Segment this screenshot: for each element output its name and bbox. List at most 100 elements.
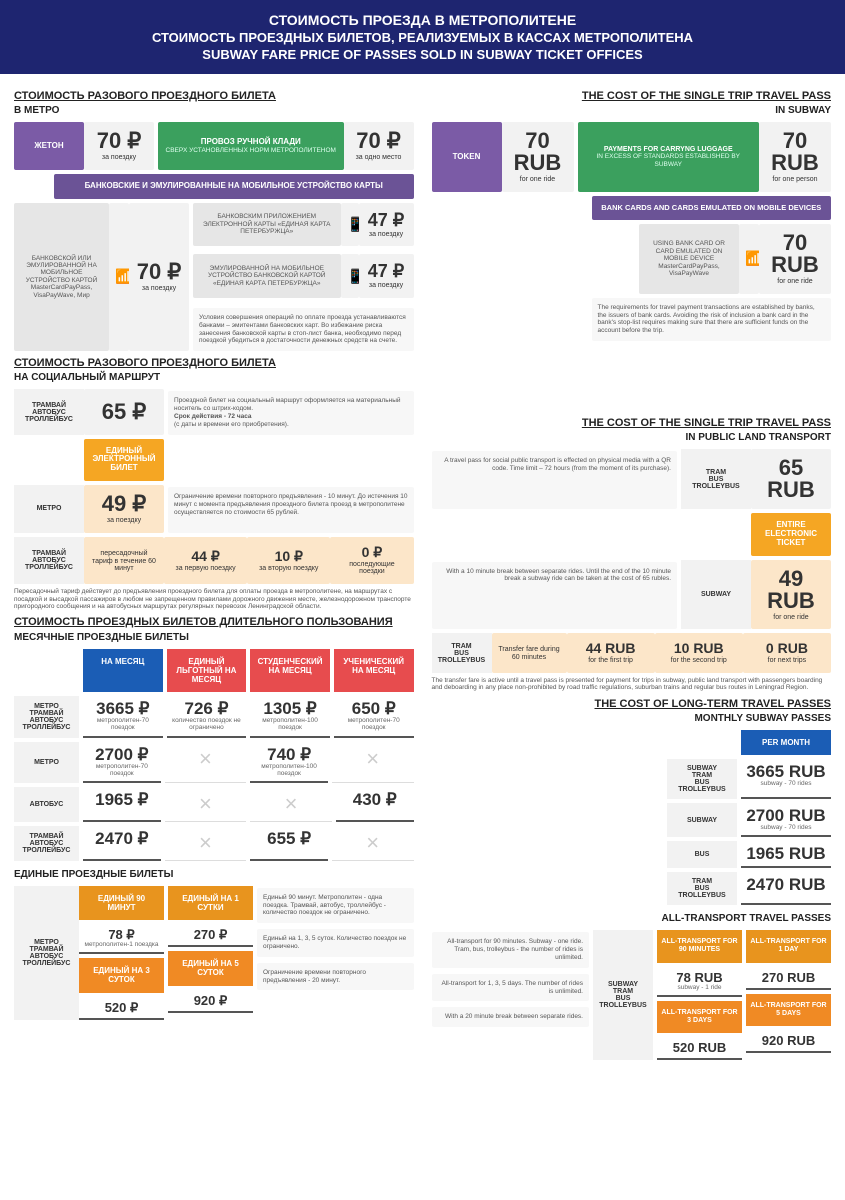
price-70-2: 70 ₽	[350, 130, 408, 152]
bank-header: БАНКОВСКИЕ И ЭМУЛИРОВАННЫЕ НА МОБИЛЬНОЕ …	[54, 174, 414, 199]
en-bank-hdr-t: BANK CARDS AND CARDS EMULATED ON MOBILE …	[598, 204, 826, 212]
en-token-label: TOKEN	[432, 122, 502, 192]
u-p920: 920 ₽	[168, 990, 253, 1013]
en-bank-row: USING BANK CARD OR CARD EMULATED ON MOBI…	[432, 224, 832, 294]
ru-s2-sub: НА СОЦИАЛЬНЫЙ МАРШРУТ	[14, 372, 414, 383]
en-h1d: ALL-TRANSPORT FOR 1 DAY	[746, 930, 831, 962]
bank3-t: ЭМУЛИРОВАННОЙ НА МОБИЛЬНОЕ УСТРОЙСТВО БА…	[199, 265, 335, 287]
u-col1: ЕДИНЫЙ 90 МИНУТ 78 ₽метрополитен-1 поезд…	[79, 886, 164, 1020]
ru-token-row: ЖЕТОН 70 ₽ за поездку ПРОВОЗ РУЧНОЙ КЛАД…	[14, 122, 414, 170]
token-price: 70 ₽ за поездку	[84, 122, 154, 170]
ru-m-row1: МЕТРО ТРАМВАЙ АВТОБУС ТРОЛЛЕЙБУС 3665 ₽м…	[14, 696, 414, 737]
h1d: ЕДИНЫЙ НА 1 СУТКИ	[168, 886, 253, 920]
tbt-2: ТРАМВАЙ АВТОБУС ТРОЛЛЕЙБУС	[14, 537, 84, 584]
luggage-price: 70 ₽ за одно место	[344, 122, 414, 170]
en-p44: 44 RUB for the first trip	[567, 633, 655, 673]
en-subway-lab: SUBWAY	[681, 560, 751, 630]
r1c1: 3665 ₽метрополитен-70 поездок	[83, 696, 163, 737]
en-p10-v: 10 RUB	[661, 641, 737, 655]
en-first: for the first trip	[573, 657, 649, 665]
metro-lab: МЕТРО	[14, 485, 84, 533]
header-line2: СТОИМОСТЬ ПРОЕЗДНЫХ БИЛЕТОВ, РЕАЛИЗУЕМЫХ…	[8, 30, 837, 45]
en-metro-note: With a 10 minute break between separate …	[432, 562, 678, 630]
en-metro-row: With a 10 minute break between separate …	[432, 560, 832, 630]
en-luggage: PAYMENTS FOR CARRYNG LUGGAGE IN EXCESS O…	[578, 122, 760, 192]
per-ride-5: за поездку	[90, 517, 158, 525]
next-r: последующие поездки	[336, 561, 407, 576]
unified-e-t: ЕДИНЫЙ ЭЛЕКТРОННЫЙ БИЛЕТ	[90, 447, 158, 473]
en-bank1-label: USING BANK CARD OR CARD EMULATED ON MOBI…	[639, 224, 739, 294]
p49: 49 ₽	[90, 493, 158, 515]
en-h5d: ALL-TRANSPORT FOR 5 DAYS	[746, 994, 831, 1026]
bank2-label: БАНКОВСКИМ ПРИЛОЖЕНИЕМ ЭЛЕКТРОННОЙ КАРТЫ…	[193, 203, 341, 247]
u-lab: МЕТРО ТРАМВАЙ АВТОБУС ТРОЛЛЕЙБУС	[14, 886, 79, 1020]
h-lgot: ЕДИНЫЙ ЛЬГОТНЫЙ НА МЕСЯЦ	[167, 649, 247, 693]
en-u-col2: ALL-TRANSPORT FOR 1 DAY 270 RUB ALL-TRAN…	[746, 930, 831, 1059]
en-p0: 0 RUB for next trips	[743, 633, 831, 673]
r3c3: ×	[250, 787, 332, 822]
bank-right-stack: БАНКОВСКИМ ПРИЛОЖЕНИЕМ ЭЛЕКТРОННОЙ КАРТЫ…	[193, 203, 414, 352]
en-nfc-icon: 📶	[739, 224, 759, 294]
ru-bank-row: БАНКОВСКОЙ ИЛИ ЭМУЛИРОВАННОЙ НА МОБИЛЬНО…	[14, 203, 414, 352]
en-per-ride-2: for one ride	[765, 278, 825, 286]
unified-e-label: ЕДИНЫЙ ЭЛЕКТРОННЫЙ БИЛЕТ	[84, 439, 164, 481]
en-p78: 78 RUBsubway - 1 ride	[657, 967, 742, 997]
phone-icon: 📱	[341, 203, 359, 247]
en-u-notes: All-transport for 90 minutes. Subway - o…	[432, 930, 590, 1059]
en-m-r3: BUS 1965 RUB	[432, 841, 832, 868]
en-tbt: TRAM BUS TROLLEYBUS	[681, 449, 751, 509]
en-s2-sub: IN PUBLIC LAND TRANSPORT	[432, 432, 832, 443]
en-p70: 70 RUB	[508, 130, 568, 174]
en-per-person: for one person	[765, 176, 825, 184]
en-p920: 920 RUB	[746, 1030, 831, 1053]
en-r2-lab: SUBWAY	[667, 803, 737, 837]
bank-hdr-text: БАНКОВСКИЕ И ЭМУЛИРОВАННЫЕ НА МОБИЛЬНОЕ …	[60, 182, 408, 191]
en-transfer-disc: The transfer fare is active until a trav…	[432, 677, 832, 692]
en-transfer-lab: Transfer fare during 60 minutes	[492, 633, 567, 673]
ru-s1-sub: В МЕТРО	[14, 105, 414, 116]
en-s3-sub: MONTHLY SUBWAY PASSES	[432, 713, 832, 724]
per-ride-3: за поездку	[365, 231, 408, 239]
en-lugg-s: IN EXCESS OF STANDARDS ESTABLISHED BY SU…	[584, 153, 754, 168]
en-r1-lab: SUBWAY TRAM BUS TROLLEYBUS	[667, 759, 737, 799]
en-h3d: ALL-TRANSPORT FOR 3 DAYS	[657, 1001, 742, 1033]
en-h90: ALL-TRANSPORT FOR 90 MINUTES	[657, 930, 742, 962]
tram-bus-trol: ТРАМВАЙ АВТОБУС ТРОЛЛЕЙБУС	[14, 389, 84, 434]
ru-unified-hdr-row: ЕДИНЫЙ ЭЛЕКТРОННЫЙ БИЛЕТ	[14, 439, 414, 481]
h3d: ЕДИНЫЙ НА 3 СУТОК	[79, 958, 164, 992]
header-line3: SUBWAY FARE PRICE OF PASSES SOLD IN SUBW…	[8, 47, 837, 62]
en-m-r2: SUBWAY 2700 RUBsubway - 70 rides	[432, 803, 832, 837]
s2-note-1: Проездной билет на социальный маршрут оф…	[174, 397, 401, 412]
en-m-hdr: PER MONTH	[432, 730, 832, 755]
ru-transfer-row: ТРАМВАЙ АВТОБУС ТРОЛЛЕЙБУС пересадочный …	[14, 537, 414, 584]
per-ride-4: за поездку	[365, 282, 408, 290]
token-label: ЖЕТОН	[14, 122, 84, 170]
p65: 65 ₽	[90, 401, 158, 423]
en-second: for the second trip	[661, 657, 737, 665]
en-r4-lab: TRAM BUS TROLLEYBUS	[667, 872, 737, 905]
r1c3: 1305 ₽метрополитен-100 поездок	[250, 696, 330, 737]
r4-lab: ТРАМВАЙ АВТОБУС ТРОЛЛЕЙБУС	[14, 826, 79, 861]
u-notes: Единый 90 минут. Метрополитен - одна пое…	[257, 886, 414, 1020]
r4c3: 655 ₽	[250, 826, 328, 861]
r3c1: 1965 ₽	[83, 787, 161, 822]
en-p270: 270 RUB	[746, 967, 831, 990]
column-en: THE COST OF THE SINGLE TRIP TRAVEL PASS …	[432, 84, 832, 1064]
ru-s4-sub: ЕДИНЫЕ ПРОЕЗДНЫЕ БИЛЕТЫ	[14, 869, 414, 880]
per-ride-2: за поездку	[135, 285, 183, 293]
s2-note-b: Срок действия - 72 часа	[174, 413, 252, 420]
page-header: СТОИМОСТЬ ПРОЕЗДА В МЕТРОПОЛИТЕНЕ СТОИМО…	[0, 0, 845, 74]
en-p10: 10 RUB for the second trip	[655, 633, 743, 673]
en-p520: 520 RUB	[657, 1037, 742, 1060]
u-col2: ЕДИНЫЙ НА 1 СУТКИ 270 ₽ ЕДИНЫЙ НА 5 СУТО…	[168, 886, 253, 1020]
en-s2-title: THE COST OF THE SINGLE TRIP TRAVEL PASS	[432, 417, 832, 430]
ru-s1-title: СТОИМОСТЬ РАЗОВОГО ПРОЕЗДНОГО БИЛЕТА	[14, 90, 414, 103]
en-p70-3: 70 RUB	[765, 232, 825, 276]
en-token-price: 70 RUB for one ride	[502, 122, 574, 192]
u-p78: 78 ₽метрополитен-1 поездка	[79, 924, 164, 954]
en-p65: 65 RUB	[751, 449, 831, 509]
en-s1-sub: IN SUBWAY	[432, 105, 832, 116]
p70-3: 70 ₽	[135, 261, 183, 283]
en-p49: 49 RUB for one ride	[751, 560, 831, 630]
en-r3-lab: BUS	[667, 841, 737, 868]
